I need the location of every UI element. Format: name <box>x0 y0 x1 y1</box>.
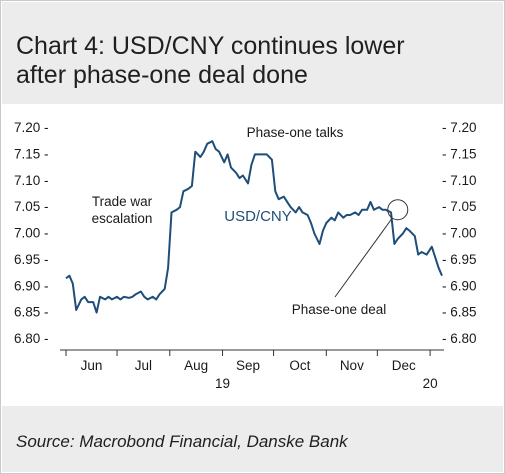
y-tick-left-6.85: 6.85 - <box>14 305 49 320</box>
x-tick-label-jun: Jun <box>81 358 103 373</box>
title-panel: Chart 4: USD/CNY continues lower after p… <box>2 2 503 104</box>
y-tick-right-6.80: - 6.80 <box>442 331 477 346</box>
year-label-2019: 19 <box>215 376 230 391</box>
y-tick-left-7.20: 7.20 - <box>14 120 49 135</box>
annotations-group: Phase-one talks Trade war escalation USD/CN… <box>92 125 409 317</box>
phase-one-deal-marker-circle <box>387 199 409 221</box>
y-tick-left-7.10: 7.10 - <box>14 173 49 188</box>
y-tick-right-7.00: - 7.00 <box>442 226 477 241</box>
line-chart: 7.20 - - 7.20 7.15 - - 7.15 7.10 - - 7.10 7.05… <box>14 120 477 391</box>
series-label-usdcny: USD/CNY <box>224 208 292 225</box>
y-tick-left-7.05: 7.05 - <box>14 199 49 214</box>
annotation-trade-war-line-1: Trade war <box>92 194 153 209</box>
phase-one-deal-pointer-line <box>334 218 393 298</box>
x-tick-label-sep: Sep <box>236 358 260 373</box>
axes-group: 7.20 - - 7.20 7.15 - - 7.15 7.10 - - 7.10 7.05… <box>14 120 477 391</box>
annotation-phase-one-talks: Phase-one talks <box>247 125 344 140</box>
chart-title: Chart 4: USD/CNY continues lower after p… <box>16 32 486 90</box>
y-tick-left-6.80: 6.80 - <box>14 331 49 346</box>
y-tick-left-7.00: 7.00 - <box>14 226 49 241</box>
x-tick-label-nov: Nov <box>340 358 364 373</box>
x-tick-label-oct: Oct <box>289 358 310 373</box>
y-tick-right-7.10: - 7.10 <box>442 173 477 188</box>
x-tick-label-dec: Dec <box>392 358 416 373</box>
x-tick-label-jul: Jul <box>135 358 152 373</box>
annotation-phase-one-deal: Phase-one deal <box>292 302 387 317</box>
y-tick-right-6.85: - 6.85 <box>442 305 477 320</box>
year-label-2020: 20 <box>423 376 438 391</box>
y-tick-right-7.15: - 7.15 <box>442 146 477 161</box>
series-group <box>65 140 443 314</box>
y-tick-right-6.90: - 6.90 <box>442 278 477 293</box>
annotation-trade-war-line-2: escalation <box>92 211 153 226</box>
source-note: Source: Macrobond Financial, Danske Bank <box>16 432 348 451</box>
annotation-trade-war-escalation: Trade war escalation <box>92 194 153 226</box>
x-tick-label-aug: Aug <box>184 358 208 373</box>
y-tick-right-7.20: - 7.20 <box>442 120 477 135</box>
chart-title-line-1: Chart 4: USD/CNY continues lower <box>16 32 405 60</box>
chart-area: 7.20 - - 7.20 7.15 - - 7.15 7.10 - - 7.10 7.05… <box>2 104 503 406</box>
source-panel: Source: Macrobond Financial, Danske Bank <box>2 406 503 472</box>
y-tick-right-6.95: - 6.95 <box>442 252 477 267</box>
usdcny-series-line <box>65 140 443 314</box>
chart-title-line-2: after phase-one deal done <box>16 61 308 89</box>
y-tick-right-7.05: - 7.05 <box>442 199 477 214</box>
y-tick-left-6.90: 6.90 - <box>14 278 49 293</box>
y-tick-left-6.95: 6.95 - <box>14 252 49 267</box>
y-tick-left-7.15: 7.15 - <box>14 146 49 161</box>
